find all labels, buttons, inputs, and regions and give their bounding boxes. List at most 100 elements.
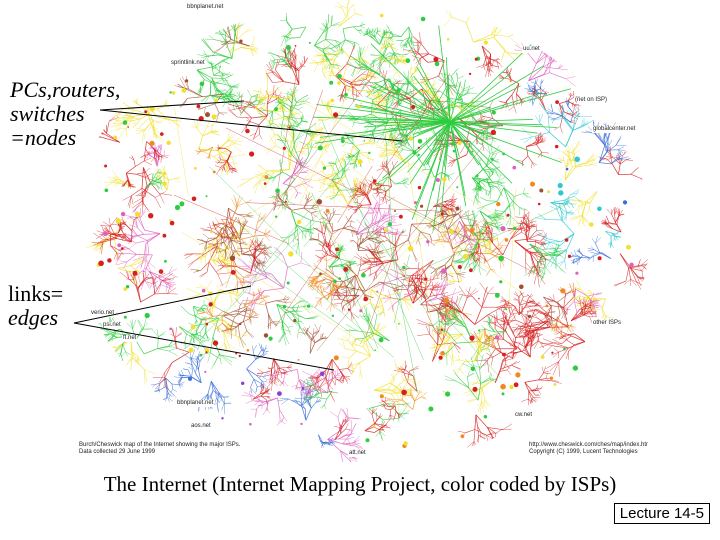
map-edge [481, 388, 486, 401]
map-edge [224, 146, 232, 152]
map-edge [232, 83, 240, 87]
map-edge [611, 208, 614, 215]
map-edge [144, 229, 161, 234]
map-edge [298, 242, 300, 254]
map-edge [319, 386, 323, 398]
map-edge [104, 181, 113, 183]
map-edge [202, 93, 223, 98]
map-edge [447, 267, 452, 274]
map-edge [357, 29, 363, 31]
map-edge [346, 156, 351, 160]
map-edge [335, 288, 339, 294]
map-edge [328, 441, 332, 445]
map-edge [364, 222, 370, 229]
map-edge [484, 400, 492, 406]
map-edge [539, 214, 547, 220]
map-edge [394, 99, 401, 104]
map-edge [214, 14, 228, 23]
map-edge [606, 144, 617, 153]
map-edge [136, 98, 139, 104]
map-edge [420, 53, 429, 59]
map-edge [534, 78, 537, 84]
map-edge [579, 310, 589, 314]
map-edge [224, 143, 232, 152]
map-edge [606, 216, 610, 223]
map-edge [477, 329, 486, 334]
map-edge [503, 305, 508, 308]
map-edge [539, 268, 546, 276]
map-edge [494, 328, 504, 340]
map-edge [465, 8, 476, 23]
map-edge [298, 150, 305, 153]
map-edge [264, 145, 277, 152]
map-edge [362, 204, 372, 206]
map-edge [185, 76, 189, 90]
map-edge [370, 303, 377, 316]
map-edge [503, 319, 516, 325]
map-edge [617, 149, 622, 156]
map-edge [561, 219, 575, 234]
map-edge [141, 188, 143, 204]
map-edge [327, 381, 329, 394]
map-edge [390, 31, 394, 37]
map-edge [608, 222, 617, 225]
map-edge [207, 352, 211, 363]
map-edge [558, 103, 563, 117]
map-edge [352, 158, 358, 161]
map-edge [158, 273, 169, 279]
map-edge [405, 369, 414, 377]
map-edge [641, 259, 648, 266]
map-edge [538, 266, 545, 274]
map-edge [490, 330, 507, 337]
map-edge [227, 212, 231, 220]
map-edge [408, 26, 413, 36]
map-edge [444, 201, 451, 207]
map-edge [196, 31, 204, 39]
map-edge [641, 264, 648, 270]
map-edge [617, 146, 625, 151]
map-edge [541, 342, 554, 344]
map-edge [474, 0, 478, 10]
map-edge [140, 293, 155, 303]
map-edge [279, 19, 287, 21]
map-edge [455, 78, 459, 89]
map-edge [626, 159, 634, 161]
map-edge [212, 26, 220, 32]
map-edge [641, 262, 648, 266]
map-edge [450, 273, 453, 278]
map-edge [580, 199, 584, 204]
map-edge [304, 408, 307, 421]
map-edge [458, 81, 464, 92]
map-edge [178, 377, 183, 383]
map-edge [160, 284, 169, 289]
map-edge [402, 183, 408, 189]
map-edge [197, 342, 201, 351]
map-edge [346, 142, 354, 145]
map-edge [301, 405, 307, 421]
map-edge [582, 202, 591, 204]
map-edge [399, 402, 410, 405]
map-edge [506, 16, 520, 24]
map-edge [444, 82, 456, 89]
map-edge [316, 54, 322, 57]
map-edge [209, 223, 213, 232]
map-edge [180, 341, 185, 345]
map-edge [480, 186, 482, 190]
map-edge [275, 204, 284, 207]
map-edge [453, 262, 455, 268]
map-edge [555, 251, 566, 260]
map-edge [395, 183, 403, 185]
map-edge [210, 380, 220, 393]
map-edge [177, 86, 189, 90]
map-edge [143, 167, 148, 186]
map-edge [579, 202, 591, 206]
map-edge [428, 75, 439, 80]
map-edge [152, 384, 155, 388]
map-edge [616, 224, 622, 233]
map-edge [577, 205, 580, 215]
map-edge [211, 230, 224, 239]
map-edge [207, 226, 216, 230]
map-edge [132, 256, 145, 261]
map-edge [352, 159, 357, 162]
map-edge [581, 131, 595, 134]
